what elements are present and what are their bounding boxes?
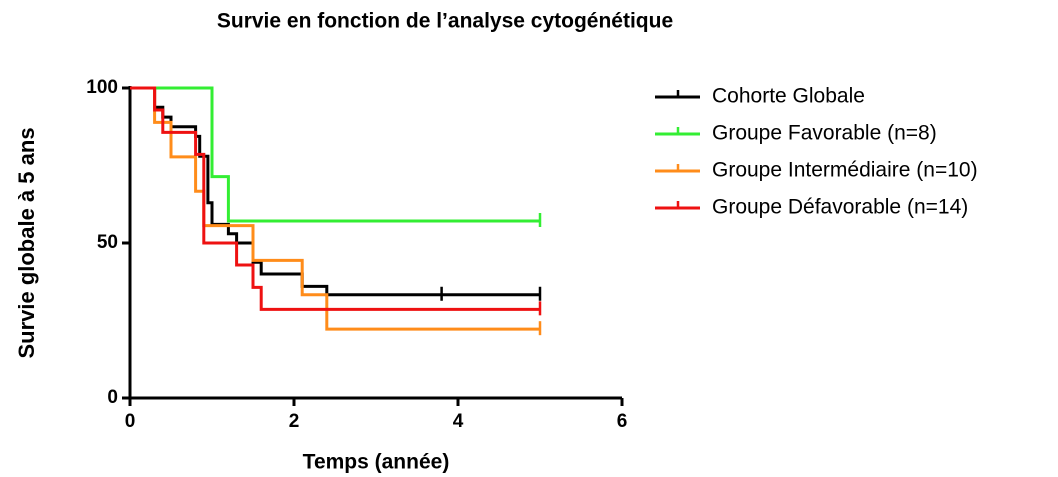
x-axis-label: Temps (année) (303, 451, 450, 474)
survival-curve (130, 86, 540, 297)
survival-curve (130, 86, 540, 311)
x-tick-label: 4 (453, 411, 464, 432)
y-tick-label: 50 (97, 232, 118, 253)
legend-label: Cohorte Globale (712, 85, 865, 108)
survival-curve (130, 86, 540, 331)
legend-label: Groupe Défavorable (n=14) (712, 196, 968, 219)
x-tick-label: 0 (125, 411, 136, 432)
chart-title: Survie en fonction de l’analyse cytogéné… (217, 10, 673, 33)
legend-label: Groupe Favorable (n=8) (712, 122, 937, 145)
y-tick-label: 100 (86, 77, 118, 98)
y-tick-label: 0 (107, 387, 118, 408)
legend-label: Groupe Intermédiaire (n=10) (712, 159, 978, 182)
survival-curve (130, 86, 540, 223)
x-tick-label: 6 (617, 411, 628, 432)
x-tick-label: 2 (289, 411, 300, 432)
y-axis-label: Survie globale à 5 ans (14, 127, 39, 358)
